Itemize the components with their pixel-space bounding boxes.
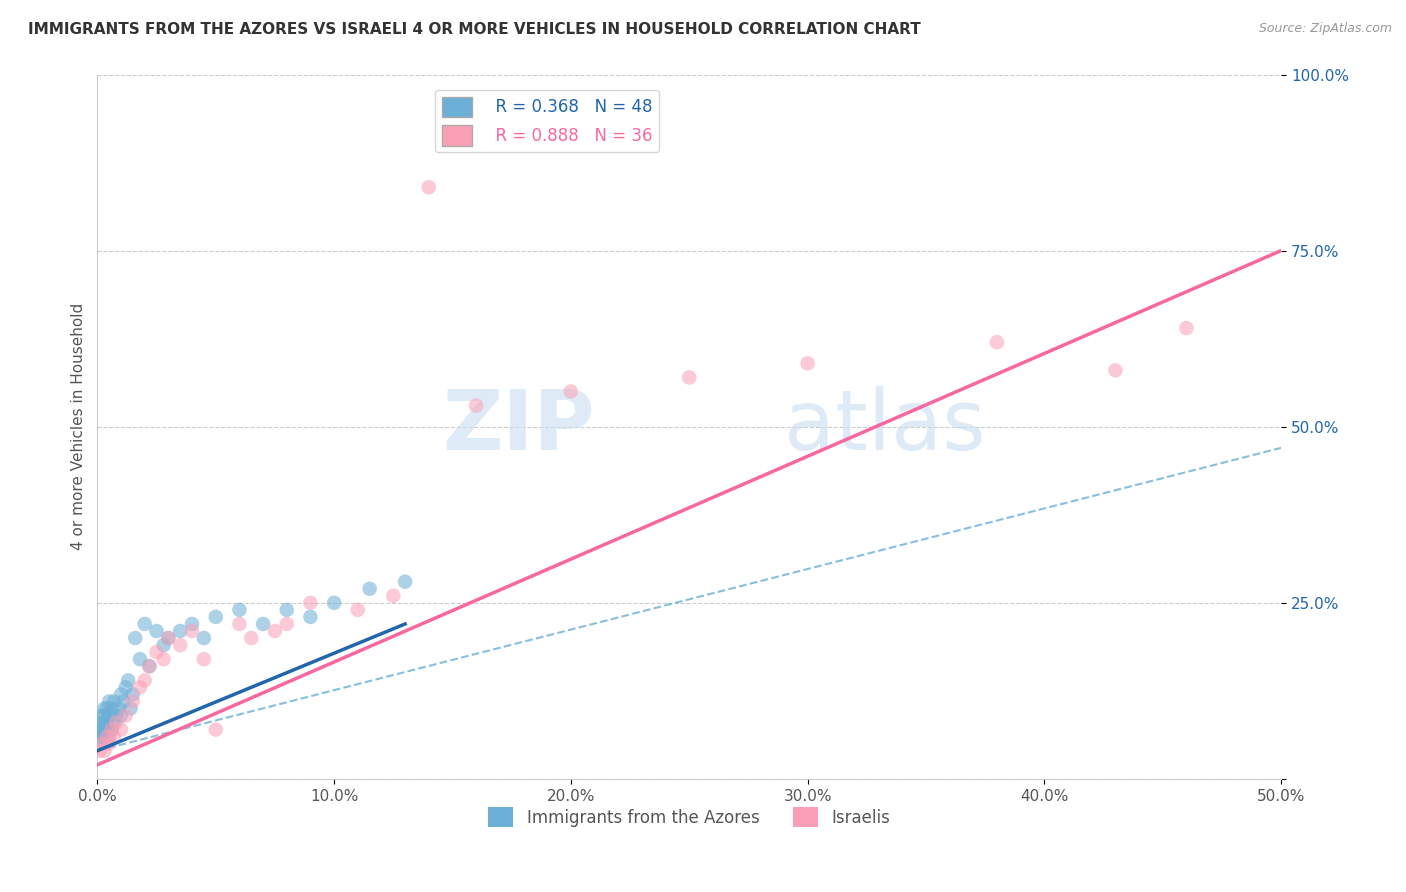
Point bbox=[103, 694, 125, 708]
Point bbox=[93, 701, 115, 715]
Point bbox=[89, 730, 111, 744]
Point bbox=[228, 603, 250, 617]
Point bbox=[114, 708, 136, 723]
Point bbox=[299, 610, 322, 624]
Point bbox=[110, 687, 132, 701]
Point bbox=[169, 638, 191, 652]
Point bbox=[121, 694, 143, 708]
Point bbox=[678, 370, 700, 384]
Point bbox=[107, 701, 129, 715]
Point bbox=[134, 673, 156, 688]
Point bbox=[276, 616, 298, 631]
Point bbox=[152, 638, 174, 652]
Point bbox=[91, 715, 114, 730]
Point bbox=[89, 723, 111, 737]
Point bbox=[169, 624, 191, 638]
Point bbox=[276, 603, 298, 617]
Point bbox=[228, 616, 250, 631]
Point bbox=[105, 708, 128, 723]
Point bbox=[96, 730, 118, 744]
Point bbox=[986, 335, 1008, 350]
Point bbox=[91, 708, 114, 723]
Point bbox=[96, 723, 118, 737]
Point bbox=[145, 645, 167, 659]
Text: IMMIGRANTS FROM THE AZORES VS ISRAELI 4 OR MORE VEHICLES IN HOUSEHOLD CORRELATIO: IMMIGRANTS FROM THE AZORES VS ISRAELI 4 … bbox=[28, 22, 921, 37]
Point bbox=[98, 708, 121, 723]
Point bbox=[91, 737, 114, 751]
Point bbox=[157, 631, 180, 645]
Point bbox=[100, 723, 122, 737]
Point bbox=[103, 730, 125, 744]
Point bbox=[112, 694, 135, 708]
Text: Source: ZipAtlas.com: Source: ZipAtlas.com bbox=[1258, 22, 1392, 36]
Point bbox=[359, 582, 381, 596]
Point bbox=[110, 723, 132, 737]
Point bbox=[323, 596, 346, 610]
Point bbox=[121, 687, 143, 701]
Point bbox=[157, 631, 180, 645]
Text: atlas: atlas bbox=[785, 386, 986, 467]
Point bbox=[129, 681, 152, 695]
Point bbox=[465, 399, 488, 413]
Point bbox=[110, 708, 132, 723]
Point bbox=[152, 652, 174, 666]
Point bbox=[114, 681, 136, 695]
Point bbox=[193, 631, 215, 645]
Point bbox=[252, 616, 274, 631]
Point bbox=[299, 596, 322, 610]
Point bbox=[240, 631, 263, 645]
Point bbox=[181, 616, 204, 631]
Point bbox=[264, 624, 287, 638]
Point bbox=[560, 384, 582, 399]
Point bbox=[98, 694, 121, 708]
Text: ZIP: ZIP bbox=[441, 386, 595, 467]
Legend: Immigrants from the Azores, Israelis: Immigrants from the Azores, Israelis bbox=[482, 800, 897, 834]
Point bbox=[346, 603, 368, 617]
Y-axis label: 4 or more Vehicles in Household: 4 or more Vehicles in Household bbox=[72, 303, 86, 550]
Point bbox=[1175, 321, 1198, 335]
Point bbox=[145, 624, 167, 638]
Point bbox=[181, 624, 204, 638]
Point bbox=[93, 708, 115, 723]
Point bbox=[98, 730, 121, 744]
Point bbox=[89, 737, 111, 751]
Point bbox=[93, 715, 115, 730]
Point bbox=[105, 715, 128, 730]
Point bbox=[418, 180, 440, 194]
Point bbox=[204, 723, 226, 737]
Point bbox=[394, 574, 416, 589]
Point bbox=[96, 701, 118, 715]
Point bbox=[138, 659, 160, 673]
Point bbox=[117, 673, 139, 688]
Point bbox=[120, 701, 142, 715]
Point bbox=[134, 616, 156, 631]
Point bbox=[96, 715, 118, 730]
Point bbox=[193, 652, 215, 666]
Point bbox=[91, 723, 114, 737]
Point bbox=[98, 737, 121, 751]
Point bbox=[89, 744, 111, 758]
Point bbox=[103, 715, 125, 730]
Point bbox=[100, 701, 122, 715]
Point bbox=[204, 610, 226, 624]
Point bbox=[129, 652, 152, 666]
Point bbox=[91, 730, 114, 744]
Point bbox=[382, 589, 405, 603]
Point bbox=[1104, 363, 1126, 377]
Point bbox=[93, 723, 115, 737]
Point bbox=[124, 631, 146, 645]
Point bbox=[138, 659, 160, 673]
Point bbox=[100, 723, 122, 737]
Point bbox=[93, 744, 115, 758]
Point bbox=[796, 356, 818, 370]
